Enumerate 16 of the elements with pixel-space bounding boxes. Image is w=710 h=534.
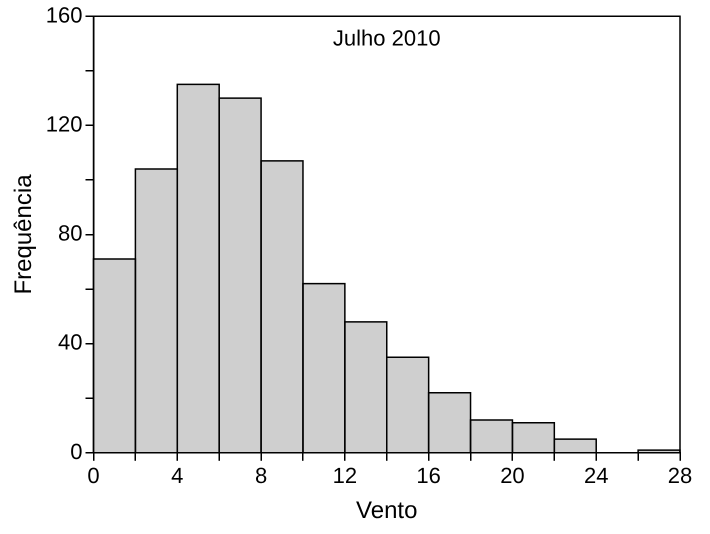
y-tick-label: 120: [46, 111, 83, 136]
x-tick-label: 12: [332, 463, 358, 488]
x-tick-label: 16: [416, 463, 441, 488]
y-tick-label: 0: [70, 438, 83, 464]
y-tick-label: 80: [58, 220, 83, 246]
chart-title: Julho 2010: [332, 25, 441, 50]
x-tick-label: 28: [668, 463, 692, 488]
x-tick-label: 8: [254, 463, 268, 488]
x-tick-label: 0: [87, 463, 100, 488]
x-tick-label: 20: [500, 463, 525, 488]
x-tick-label: 4: [171, 463, 184, 488]
y-tick-label: 40: [58, 330, 83, 355]
y-axis-title: Frequência: [10, 174, 38, 295]
x-axis-title: Vento: [356, 497, 418, 524]
x-tick-label: 24: [584, 463, 608, 488]
y-tick-label: 160: [46, 2, 83, 28]
